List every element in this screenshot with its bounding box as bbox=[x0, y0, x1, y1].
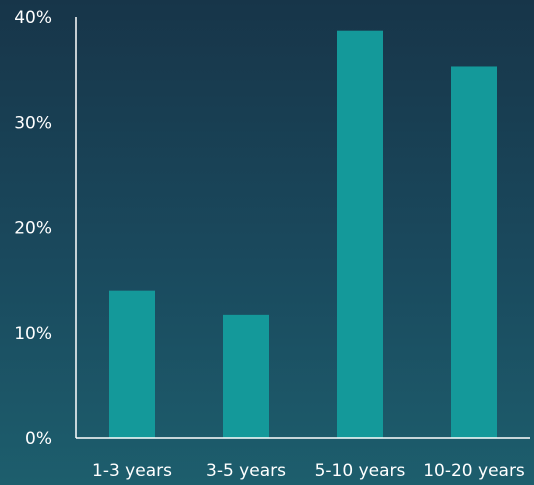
bars bbox=[109, 30, 497, 439]
bar bbox=[109, 290, 155, 438]
bar bbox=[337, 30, 383, 439]
x-category-label: 3-5 years bbox=[206, 461, 286, 481]
x-axis-labels: 1-3 years 3-5 years 5-10 years 10-20 years bbox=[92, 461, 525, 481]
bar bbox=[223, 314, 269, 438]
y-tick-label: 10% bbox=[14, 324, 52, 344]
y-tick-label: 40% bbox=[14, 8, 52, 28]
y-tick-label: 0% bbox=[25, 429, 52, 449]
y-tick-label: 30% bbox=[14, 113, 52, 133]
x-category-label: 5-10 years bbox=[315, 461, 406, 481]
x-category-label: 10-20 years bbox=[423, 461, 525, 481]
y-tick-label: 20% bbox=[14, 219, 52, 239]
x-category-label: 1-3 years bbox=[92, 461, 172, 481]
bar bbox=[451, 66, 497, 438]
y-axis-ticks: 0% 10% 20% 30% 40% bbox=[14, 8, 52, 449]
